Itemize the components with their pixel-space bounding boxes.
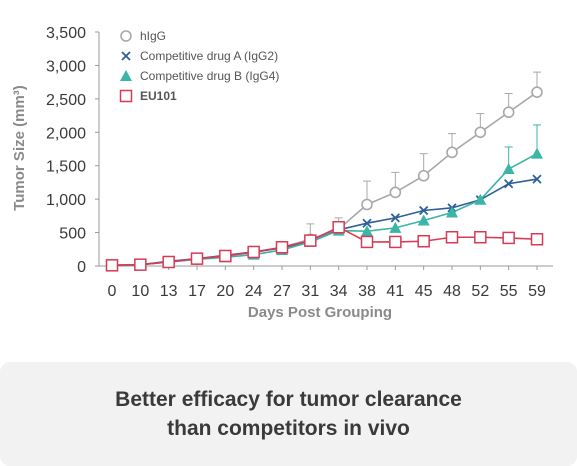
- legend-label: EU101: [140, 89, 177, 103]
- data-point: [120, 70, 132, 81]
- series-line: [111, 178, 538, 267]
- x-tick-label: 13: [160, 283, 178, 300]
- x-tick-label: 27: [273, 283, 291, 300]
- data-point: [190, 252, 204, 265]
- data-point: [504, 179, 514, 189]
- data-point: [445, 231, 459, 244]
- data-point: [531, 147, 543, 159]
- x-tick-label: 0: [108, 283, 117, 300]
- data-point: [247, 245, 260, 259]
- x-tick-labels: 0 10 13 17 20 24 27 31 34 38 41 45 48 52 55 59: [108, 266, 546, 300]
- caption-box: Better efficacy for tumor clearance than…: [0, 362, 577, 466]
- data-point: [389, 186, 402, 199]
- data-point: [361, 225, 373, 237]
- data-point: [446, 146, 458, 159]
- data-point: [532, 174, 542, 184]
- data-point: [275, 241, 289, 254]
- data-point: [502, 231, 515, 245]
- y-tick-label: 500: [59, 226, 86, 243]
- y-axis: 0 500 1,000 1,500 2,000 2,500 3,000 3,500: [46, 25, 100, 276]
- x-tick-label: 24: [245, 283, 263, 300]
- data-point: [530, 233, 544, 246]
- y-tick-label: 2,000: [46, 125, 86, 142]
- series-layer: [105, 86, 544, 272]
- x-axis-title: Days Post Grouping: [248, 304, 392, 321]
- x-tick-label: 55: [500, 283, 518, 300]
- data-point: [219, 249, 232, 263]
- data-point: [389, 235, 402, 249]
- data-point: [474, 193, 487, 205]
- x-tick-label: 31: [301, 283, 319, 300]
- data-point: [162, 255, 175, 269]
- data-point: [105, 259, 119, 272]
- legend-item: Competitive drug B (IgG4): [120, 69, 279, 83]
- y-tick-label: 0: [77, 259, 86, 276]
- x-tick-label: 45: [415, 283, 433, 300]
- x-tick-label: 48: [443, 283, 461, 300]
- caption-line-1: Better efficacy for tumor clearance: [115, 388, 462, 411]
- legend: hIgG Competitive drug A (IgG2) Competitive…: [119, 29, 279, 103]
- series-3: [105, 220, 544, 272]
- x-tick-label: 20: [216, 283, 234, 300]
- y-tick-label: 3,500: [46, 25, 86, 42]
- data-point: [502, 106, 515, 119]
- y-tick-labels: 0 500 1,000 1,500 2,000 2,500 3,000 3,500: [46, 25, 99, 276]
- data-point: [119, 89, 133, 103]
- legend-label: hIgG: [140, 29, 166, 43]
- caption-line-2: than competitors in vivo: [167, 417, 410, 440]
- x-tick-label: 59: [528, 283, 546, 300]
- x-tick-label: 52: [471, 283, 489, 300]
- legend-label: Competitive drug B (IgG4): [140, 69, 279, 83]
- y-tick-label: 1,000: [46, 192, 86, 209]
- data-point: [474, 126, 487, 139]
- data-point: [417, 235, 430, 248]
- data-point: [446, 206, 458, 218]
- data-point: [389, 221, 402, 233]
- legend-item: hIgG: [120, 29, 166, 43]
- x-tick-label: 10: [131, 283, 149, 300]
- data-point: [502, 163, 515, 175]
- x-tick-label: 38: [358, 283, 376, 300]
- data-point: [304, 234, 317, 247]
- legend-item: EU101: [119, 89, 177, 103]
- legend-item: Competitive drug A (IgG2): [121, 49, 278, 63]
- tumor-size-chart: 0 500 1,000 1,500 2,000 2,500 3,000 3,500 0 10 13…: [11, 25, 553, 321]
- data-point: [531, 86, 543, 98]
- x-tick-label: 41: [386, 283, 404, 300]
- data-point: [332, 220, 345, 234]
- y-tick-label: 3,000: [46, 58, 86, 75]
- data-point: [360, 235, 374, 249]
- data-point: [134, 258, 147, 271]
- data-point: [474, 231, 487, 244]
- y-tick-label: 2,500: [46, 92, 86, 109]
- series-line: [111, 152, 538, 267]
- data-point: [390, 213, 400, 223]
- y-axis-title: Tumor Size (mm³): [11, 85, 28, 211]
- data-point: [361, 198, 373, 211]
- series-2: [106, 147, 543, 271]
- x-tick-label: 17: [188, 283, 206, 300]
- legend-label: Competitive drug A (IgG2): [140, 49, 278, 63]
- data-point: [417, 169, 430, 182]
- series-1: [107, 174, 542, 270]
- data-point: [417, 214, 430, 226]
- series-line: [111, 226, 538, 267]
- y-tick-label: 1,500: [46, 159, 86, 176]
- x-axis: 0 10 13 17 20 24 27 31 34 38 41 45 48 52 55 59: [99, 265, 553, 300]
- series-line: [111, 91, 538, 267]
- data-point: [362, 218, 372, 228]
- data-point: [121, 51, 131, 61]
- data-point: [419, 205, 429, 216]
- data-point: [120, 30, 132, 42]
- x-tick-label: 34: [330, 283, 348, 300]
